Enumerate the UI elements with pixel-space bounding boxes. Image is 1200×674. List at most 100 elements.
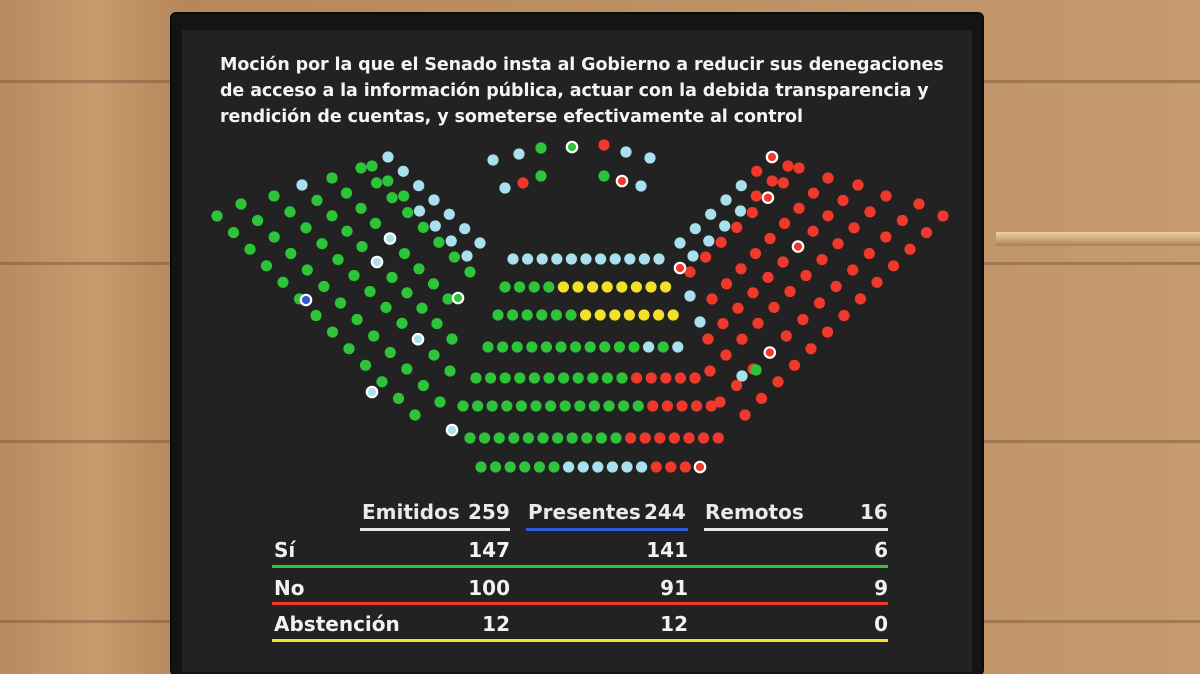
seat-dot: [490, 461, 502, 473]
seat-dot: [764, 232, 776, 245]
seat-dot: [650, 461, 662, 473]
seat-dot: [244, 243, 256, 255]
seat-dot: [896, 214, 909, 227]
seat-dot: [601, 372, 614, 384]
seat-dot: [632, 400, 644, 412]
seat-dot: [428, 349, 440, 361]
seat-dot: [396, 317, 408, 329]
seat-dot: [451, 291, 465, 305]
seat-dot: [620, 146, 632, 158]
si-presentes-value: 141: [646, 538, 688, 562]
seat-dot: [778, 217, 791, 229]
si-emitidos-value: 147: [468, 538, 510, 562]
seat-dot: [522, 432, 535, 444]
seat-dot: [552, 432, 564, 444]
seat-dot: [566, 432, 578, 444]
seat-dot: [235, 198, 247, 210]
seat-dot: [310, 309, 322, 322]
seat-dot: [904, 243, 916, 255]
seat-dot: [621, 461, 633, 473]
presentes-header-label: Presentes: [528, 500, 641, 524]
seat-dot: [714, 396, 726, 408]
seat-dot: [624, 253, 636, 265]
seat-dot: [326, 210, 338, 222]
seat-dot: [797, 313, 809, 326]
emitidos-header-label: Emitidos: [362, 500, 460, 524]
seat-dot: [485, 372, 497, 384]
seat-dot: [768, 301, 780, 313]
seat-dot: [700, 251, 712, 263]
seat-dot: [653, 309, 665, 321]
seat-dot: [550, 309, 563, 321]
seat-dot: [359, 359, 372, 371]
seat-dot: [793, 202, 805, 214]
seat-dot: [702, 333, 714, 345]
seat-dot: [413, 180, 425, 192]
seat-dot: [595, 432, 608, 444]
seat-dot: [661, 400, 674, 412]
seat-dot: [376, 376, 388, 388]
seat-dot: [487, 154, 499, 166]
seat-dot: [565, 140, 579, 154]
seat-dot: [459, 223, 471, 235]
seat-dot: [587, 372, 599, 384]
seat-dot: [848, 222, 860, 234]
seat-dot: [570, 341, 582, 353]
seat-dot: [493, 432, 505, 444]
seat-dot: [684, 266, 696, 278]
seat-dot: [355, 202, 367, 214]
seat-dot: [749, 248, 762, 260]
seat-dot: [777, 177, 790, 189]
seat-dot: [522, 253, 534, 265]
seat-dot: [402, 207, 414, 219]
seat-dot: [674, 372, 687, 384]
seat-dot: [751, 165, 763, 177]
seat-dot: [417, 221, 429, 233]
seat-dot: [750, 364, 762, 376]
seat-dot: [676, 400, 688, 412]
seat-dot: [863, 247, 875, 260]
seat-dot: [609, 253, 621, 265]
seat-dot: [431, 318, 443, 330]
seat-dot: [486, 400, 498, 412]
seat-dot: [565, 309, 577, 321]
seat-dot: [639, 432, 651, 444]
seat-dot: [411, 332, 425, 346]
seat-dot: [791, 240, 805, 253]
seat-dot: [613, 341, 626, 353]
seat-dot: [398, 248, 411, 260]
seat-dot: [445, 235, 457, 247]
seat-dot: [631, 372, 643, 384]
seat-dot: [504, 461, 516, 473]
seat-dot: [499, 182, 511, 194]
seat-dot: [369, 217, 382, 229]
seat-dot: [540, 341, 553, 353]
seat-dot: [443, 208, 455, 220]
row-label-si: Sí: [274, 538, 296, 562]
seat-dot: [784, 285, 796, 298]
seat-dot: [782, 160, 794, 172]
seat-dot: [752, 317, 764, 329]
seat-dot: [706, 293, 718, 305]
seat-dot: [673, 261, 687, 275]
seat-dot: [644, 152, 656, 164]
seat-dot: [880, 190, 892, 202]
seat-dot: [657, 341, 669, 353]
seat-dot: [580, 253, 592, 265]
seat-dot: [548, 461, 560, 473]
seat-dot: [368, 330, 380, 342]
seat-dot: [545, 400, 557, 412]
seat-dot: [355, 162, 367, 174]
seat-dot: [913, 198, 925, 210]
seat-dot: [574, 400, 586, 412]
seat-dot: [684, 290, 696, 302]
seat-dot: [647, 400, 659, 412]
seat-dot: [474, 237, 486, 249]
seat-dot: [543, 372, 555, 384]
seat-dot: [299, 293, 313, 307]
seat-dot: [813, 297, 826, 309]
seat-dot: [712, 432, 724, 444]
seat-dot: [920, 227, 933, 239]
motion-title-line: Moción por la que el Senado insta al Gob…: [220, 55, 944, 75]
seat-dot: [780, 330, 792, 342]
